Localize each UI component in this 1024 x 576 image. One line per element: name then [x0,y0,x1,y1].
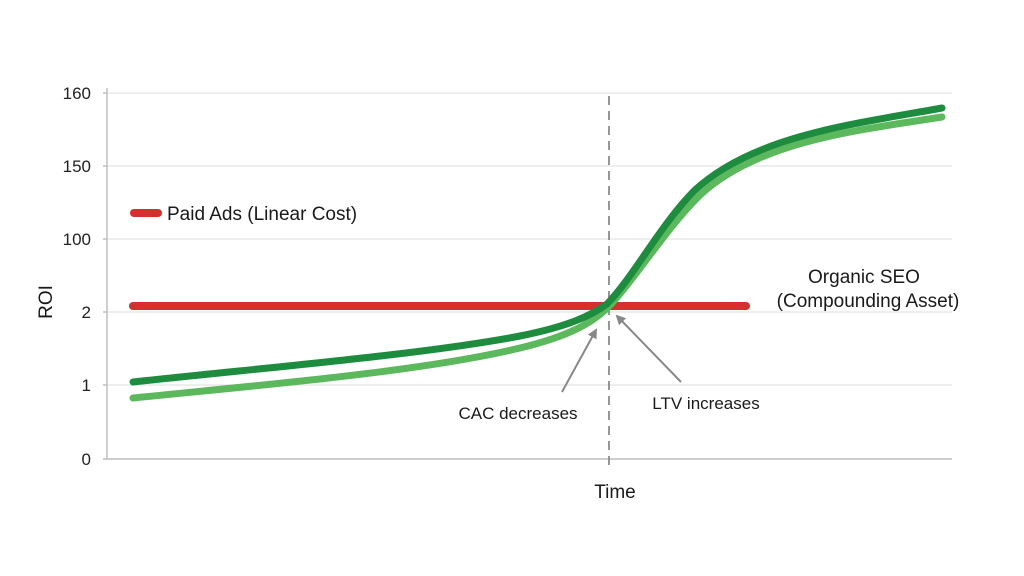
organic-seo-label-line2: (Compounding Asset) [777,291,960,312]
y-tick-0: 0 [82,450,91,469]
y-tick-100: 100 [63,230,91,249]
cac-annotation: CAC decreases [458,404,577,423]
legend: Paid Ads (Linear Cost) [130,204,357,225]
y-tick-160: 160 [63,84,91,103]
organic-seo-label-line1: Organic SEO [808,267,920,288]
y-tick-labels: 160 150 100 2 1 0 [63,84,91,469]
y-axis-title: ROI [36,285,57,319]
organic-seo-curve-light [129,113,946,402]
organic-seo-curve-dark [129,104,946,386]
legend-label-paid-ads: Paid Ads (Linear Cost) [167,204,357,225]
cac-arrow-icon [561,328,597,393]
y-tick-1: 1 [82,376,91,395]
ltv-arrow-icon [615,314,682,383]
x-axis-title: Time [594,482,636,503]
ltv-annotation: LTV increases [652,394,759,413]
y-tick-2: 2 [82,303,91,322]
y-tick-150: 150 [63,157,91,176]
axes [103,88,952,460]
